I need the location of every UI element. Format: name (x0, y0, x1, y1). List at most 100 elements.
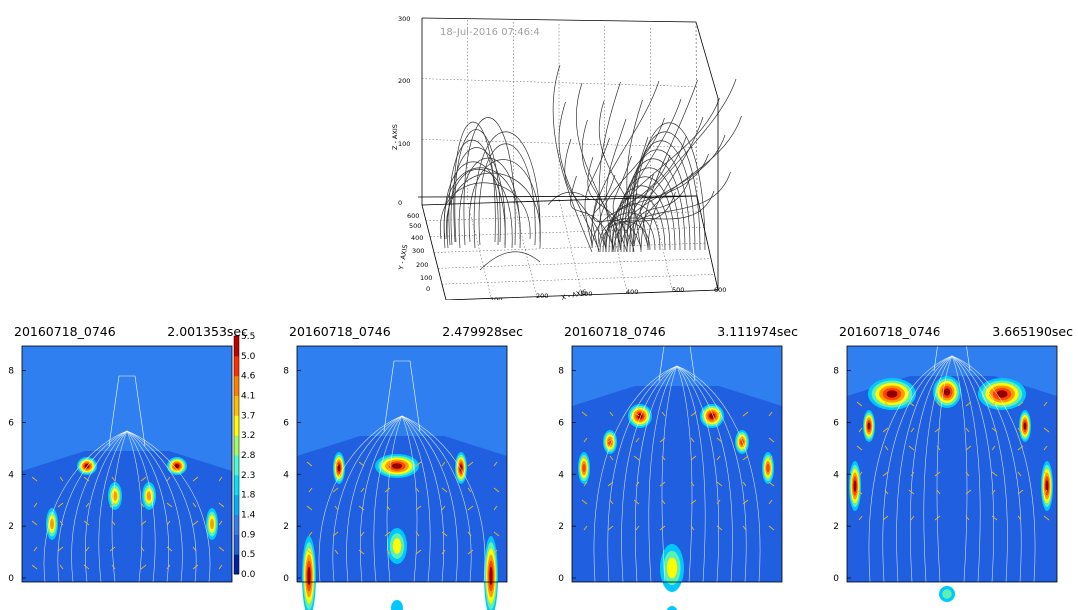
colorbar-segment (234, 395, 239, 416)
flow-arrow (635, 525, 640, 531)
flow-arrow (768, 525, 775, 531)
heatmap-frame (846, 345, 1058, 583)
field-line (443, 167, 521, 240)
flow-arrow (991, 471, 998, 477)
flow-arrow (934, 471, 941, 477)
field-line (552, 64, 593, 253)
colorbar-segment (234, 415, 239, 436)
colorbar-tick-label: 0.0 (241, 570, 256, 580)
colorbar-tick-label: 3.7 (241, 411, 255, 421)
field-line (587, 156, 635, 251)
intensity-blob (942, 589, 952, 599)
flow-arrow (31, 564, 38, 570)
colorbar-segment (234, 336, 239, 357)
flow-arrow (218, 546, 225, 552)
flow-arrow (441, 531, 448, 537)
flow-arrow (609, 499, 614, 505)
flow-arrow (661, 455, 666, 461)
flow-arrow (609, 455, 614, 461)
flow-arrow (659, 437, 666, 443)
flow-arrow (467, 505, 474, 511)
field-line (458, 157, 521, 249)
flow-arrow (908, 445, 915, 451)
flow-arrow (884, 401, 889, 407)
flow-arrow (583, 481, 588, 487)
flow-arrow (360, 487, 365, 493)
intensity-blob (996, 390, 1008, 398)
flow-arrow (1043, 471, 1050, 477)
flow-arrow (415, 487, 420, 493)
field-line (614, 176, 676, 253)
contour-line (108, 375, 146, 447)
colorbar-segment (234, 355, 239, 377)
intensity-blob (582, 463, 586, 473)
colorbar-segment (234, 494, 239, 515)
field-line (640, 79, 698, 253)
flow-arrow (908, 489, 915, 495)
colorbar-frame (233, 335, 240, 575)
flow-arrow (965, 401, 972, 407)
flow-arrow (936, 445, 941, 451)
flow-arrow (742, 525, 747, 531)
floor-gridline (605, 198, 628, 294)
y-tick-label: 8 (283, 367, 289, 377)
flow-arrow (166, 520, 171, 526)
field-line (478, 143, 536, 246)
field-line (591, 153, 709, 249)
flow-arrow (742, 437, 747, 443)
flow-arrow (467, 549, 474, 555)
field-line (570, 175, 614, 247)
colorbar-tick-label: 3.2 (241, 431, 255, 441)
field-line (605, 97, 720, 245)
flow-arrow (415, 461, 422, 467)
intensity-blob (1045, 480, 1049, 492)
flow-arrow (991, 445, 996, 451)
flow-arrow (716, 525, 723, 531)
flow-arrow (607, 437, 614, 443)
field-line (605, 203, 661, 253)
y-tick-label: 8 (8, 367, 14, 377)
flow-arrow (858, 471, 863, 477)
field-line (626, 78, 737, 249)
flow-arrow (140, 520, 147, 526)
heatmap-panel-2: 20160718_0746 2.479928sec 0 2 4 6 8 (283, 324, 523, 610)
field-line (608, 194, 666, 253)
y-tick-label: 4 (833, 470, 839, 480)
flow-arrow (1043, 427, 1050, 433)
intensity-blob (307, 566, 311, 586)
flow-arrow (306, 505, 313, 511)
x-tick-label: 300 (580, 290, 592, 298)
flow-arrow (1043, 401, 1048, 407)
y-tick-label: 6 (283, 418, 289, 428)
field-line (564, 138, 607, 249)
flow-arrow (583, 525, 588, 531)
colorbar-tick-label: 5.0 (241, 352, 256, 362)
flow-arrow (358, 549, 365, 555)
flow-arrow (690, 411, 697, 417)
flow-arrow (218, 564, 223, 570)
flow-arrow (415, 531, 420, 537)
flow-arrow (581, 499, 588, 505)
y-tick-label: 0 (426, 285, 430, 293)
flow-arrow (910, 471, 915, 477)
field-line (581, 119, 628, 253)
y-tick-label: 200 (416, 261, 428, 269)
flow-arrow (33, 546, 38, 552)
flow-arrow (1017, 471, 1022, 477)
flow-arrow (858, 515, 863, 521)
contour-line (318, 415, 486, 583)
flow-arrow (1017, 515, 1022, 521)
heatmap-panel-1: 20160718_0746 2.001353sec 0 2 4 6 8 0.0 0.5 0.9 1.… (8, 324, 256, 584)
intensity-blob (392, 538, 402, 554)
flow-arrow (965, 427, 970, 433)
y-axis-label: Y - AXIS (397, 244, 409, 271)
flow-arrow (716, 455, 721, 461)
field-line (620, 158, 686, 253)
flow-arrow (57, 546, 64, 552)
y-tick-label: 0 (833, 574, 839, 584)
colorbar-segment (234, 554, 239, 575)
x-axis-label: X - AXIS (561, 288, 588, 300)
flow-arrow (910, 427, 915, 433)
flow-arrow (140, 564, 147, 570)
flow-arrow (386, 461, 391, 467)
